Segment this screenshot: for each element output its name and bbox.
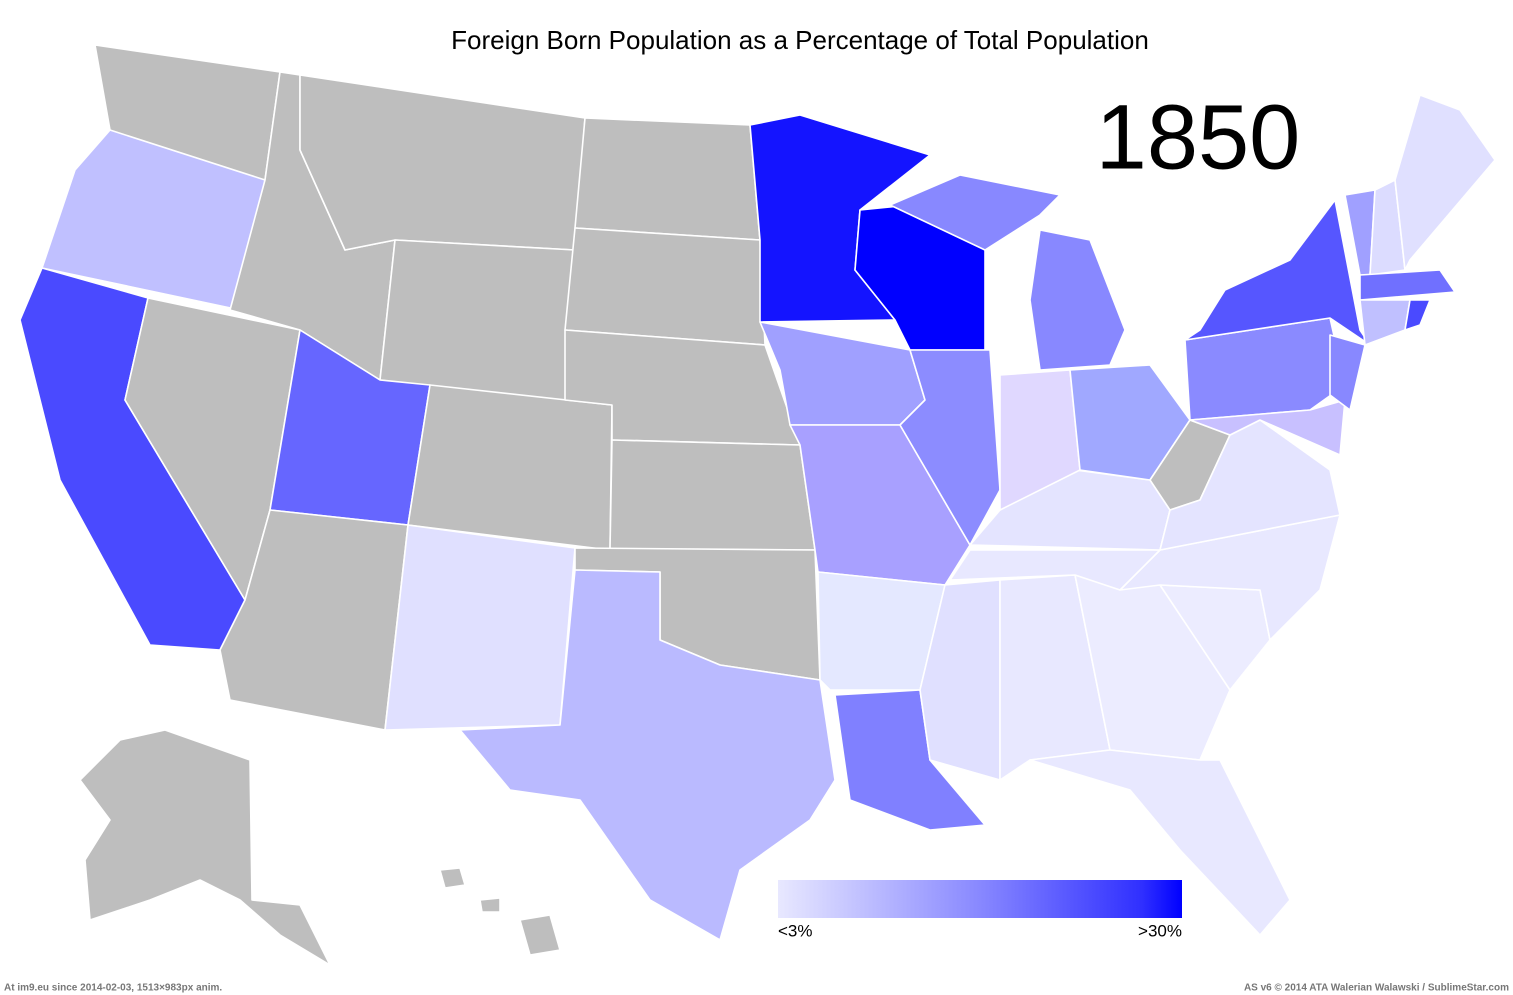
state	[1329, 334, 1366, 411]
state	[949, 549, 1161, 591]
state	[407, 384, 613, 551]
footer-left: At im9.eu since 2014-02-03, 1513×983px a…	[4, 983, 222, 994]
state	[889, 174, 1061, 251]
state	[1029, 229, 1126, 371]
state	[439, 867, 466, 889]
state	[1159, 419, 1341, 551]
state	[459, 569, 836, 941]
state	[519, 914, 561, 956]
state	[1394, 94, 1496, 271]
states	[19, 44, 1496, 966]
legend-low-label: <3%	[778, 921, 813, 940]
state	[1029, 749, 1291, 936]
state	[609, 439, 816, 551]
year-label: 1850	[1096, 86, 1301, 188]
state	[479, 897, 501, 913]
state	[41, 129, 266, 311]
state	[817, 571, 946, 691]
footer-right: AS v6 © 2014 ATA Walerian Walawski / Sub…	[1244, 983, 1509, 994]
legend-gradient	[778, 880, 1182, 918]
legend-high-label: >30%	[1138, 921, 1182, 940]
state	[379, 239, 576, 406]
state	[299, 74, 586, 251]
state	[564, 227, 766, 346]
state	[1184, 199, 1371, 346]
state	[1404, 299, 1431, 331]
state	[574, 117, 761, 241]
state	[919, 579, 1001, 781]
state	[384, 524, 576, 731]
state	[1359, 269, 1456, 301]
map-title: Foreign Born Population as a Percentage …	[451, 25, 1149, 55]
state	[1359, 299, 1411, 346]
state	[79, 729, 331, 966]
